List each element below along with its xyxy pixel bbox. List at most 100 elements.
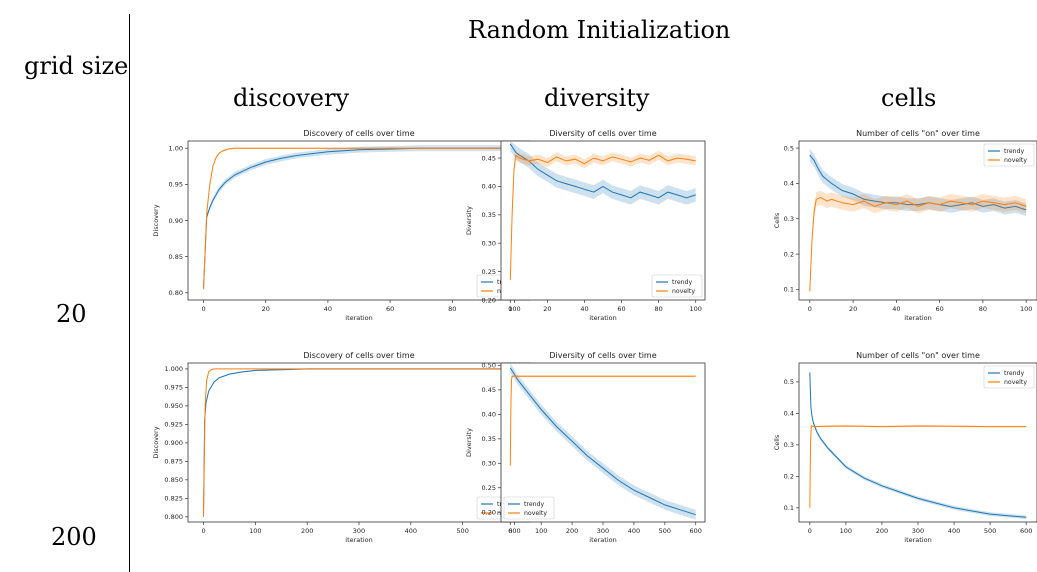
- y-axis-label: Diversity: [465, 428, 473, 457]
- legend-label-novelty: novelty: [1004, 379, 1027, 386]
- legend: trendy novelty: [503, 496, 555, 520]
- column-label-cells: cells: [881, 84, 937, 112]
- chart-title: Diversity of cells over time: [549, 351, 656, 360]
- y-tick-label: 0.5: [784, 378, 794, 386]
- x-tick-label: 0: [808, 305, 812, 313]
- x-tick-label: 400: [405, 527, 417, 535]
- y-tick-label: 1.00: [169, 145, 183, 153]
- plot-frame: [798, 140, 1037, 301]
- confidence-band-novelty: [510, 150, 696, 285]
- y-tick-label: 0.3: [784, 441, 794, 449]
- x-tick-label: 0: [808, 527, 812, 535]
- y-tick-label: 0.975: [164, 384, 183, 392]
- y-tick-label: 0.90: [169, 217, 183, 225]
- x-tick-label: 0: [508, 527, 512, 535]
- x-tick-label: 0: [508, 305, 512, 313]
- series-line-novelty: [809, 425, 1027, 508]
- y-tick-label: 0.925: [164, 421, 183, 429]
- y-tick-label: 1.000: [164, 365, 183, 373]
- y-tick-label: 0.1: [784, 286, 794, 294]
- y-tick-label: 0.25: [482, 268, 496, 276]
- x-tick-label: 20: [849, 305, 857, 313]
- legend: trendy novelty: [983, 143, 1035, 167]
- y-tick-label: 0.4: [784, 180, 794, 188]
- y-tick-label: 0.950: [164, 402, 183, 410]
- y-tick-label: 0.50: [482, 362, 496, 370]
- row-label-200: 200: [51, 523, 97, 551]
- y-tick-label: 0.40: [482, 411, 496, 419]
- x-tick-label: 40: [580, 305, 588, 313]
- x-tick-label: 100: [690, 305, 702, 313]
- y-tick-label: 0.30: [482, 240, 496, 248]
- figure-title: Random Initialization: [468, 16, 731, 44]
- x-tick-label: 40: [324, 305, 332, 313]
- x-tick-label: 80: [654, 305, 662, 313]
- series-line-novelty: [809, 196, 1027, 292]
- y-tick-label: 0.875: [164, 458, 183, 466]
- x-tick-label: 200: [301, 527, 313, 535]
- y-tick-label: 0.800: [164, 513, 183, 521]
- y-tick-label: 0.35: [482, 435, 496, 443]
- x-tick-label: 500: [456, 527, 468, 535]
- x-tick-label: 60: [935, 305, 943, 313]
- plot-frame: [187, 362, 531, 523]
- x-axis-label: iteration: [345, 314, 372, 322]
- x-tick-label: 600: [508, 527, 520, 535]
- x-tick-label: 100: [1020, 305, 1032, 313]
- y-tick-label: 0.45: [482, 386, 496, 394]
- plot-frame: [500, 362, 706, 523]
- series-line-novelty: [203, 368, 515, 517]
- x-tick-label: 20: [543, 305, 551, 313]
- chart-discovery-200: Discovery of cells over time 0 100 200 300 40…: [152, 351, 531, 544]
- x-tick-label: 80: [448, 305, 456, 313]
- chart-cells-200: Number of cells "on" over time 0 100 200 300…: [773, 351, 1037, 544]
- plot-frame: [798, 362, 1037, 523]
- series-line-trendy: [809, 372, 1027, 518]
- series-line-novelty: [203, 147, 515, 290]
- y-tick-label: 0.5: [784, 144, 794, 152]
- x-axis-label: iteration: [589, 314, 616, 322]
- y-tick-label: 0.80: [169, 289, 183, 297]
- vertical-divider: [129, 14, 130, 572]
- chart-title: Number of cells "on" over time: [856, 351, 980, 360]
- series-line-trendy: [509, 143, 696, 199]
- chart-diversity-20: Diversity of cells over time 0 20 40 60 80 100…: [465, 129, 706, 322]
- x-tick-label: 400: [948, 527, 960, 535]
- confidence-band-novelty: [809, 190, 1027, 299]
- legend-label-novelty: novelty: [524, 510, 547, 517]
- x-tick-label: 300: [353, 527, 365, 535]
- y-tick-label: 0.30: [482, 460, 496, 468]
- x-tick-label: 100: [535, 527, 547, 535]
- x-tick-label: 40: [892, 305, 900, 313]
- y-tick-label: 0.40: [482, 183, 496, 191]
- x-tick-label: 500: [659, 527, 671, 535]
- x-tick-label: 300: [597, 527, 609, 535]
- column-label-discovery: discovery: [233, 84, 350, 112]
- confidence-band-trendy: [510, 363, 696, 520]
- x-tick-label: 60: [386, 305, 394, 313]
- x-tick-label: 100: [840, 527, 852, 535]
- legend-label-trendy: trendy: [1004, 370, 1024, 377]
- x-axis-label: iteration: [904, 536, 931, 544]
- x-axis-label: iteration: [904, 314, 931, 322]
- y-tick-label: 0.850: [164, 476, 183, 484]
- plot-frame: [187, 140, 531, 301]
- y-tick-label: 0.45: [482, 154, 496, 162]
- y-tick-label: 0.1: [784, 504, 794, 512]
- y-tick-label: 0.25: [482, 484, 496, 492]
- plot-frame: [500, 140, 706, 301]
- y-tick-label: 0.20: [482, 509, 496, 517]
- legend: trendy novelty: [651, 274, 703, 298]
- x-tick-label: 0: [201, 305, 205, 313]
- y-axis-label: Discovery: [152, 204, 160, 236]
- y-tick-label: 0.2: [784, 250, 794, 258]
- y-axis-label: Discovery: [152, 426, 160, 458]
- x-tick-label: 200: [566, 527, 578, 535]
- x-tick-label: 200: [876, 527, 888, 535]
- y-tick-label: 0.900: [164, 439, 183, 447]
- legend-label-novelty: novelty: [672, 288, 695, 295]
- x-tick-label: 500: [984, 527, 996, 535]
- y-tick-label: 0.95: [169, 181, 183, 189]
- series-line-novelty: [509, 154, 696, 281]
- x-tick-label: 100: [508, 305, 520, 313]
